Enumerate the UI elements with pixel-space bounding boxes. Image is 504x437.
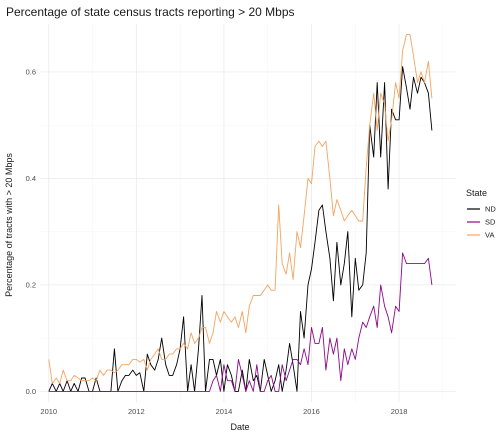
grid xyxy=(40,24,456,402)
x-tick-label: 2018 xyxy=(391,407,408,416)
series-line-nd xyxy=(48,66,433,392)
x-tick-label: 2012 xyxy=(128,407,145,416)
y-tick-label: 0.4 xyxy=(26,174,36,183)
series-line-sd xyxy=(48,252,433,392)
series-lines xyxy=(48,34,433,392)
x-axis-title: Date xyxy=(230,422,249,432)
y-tick-label: 0.6 xyxy=(26,67,36,76)
legend-title: State xyxy=(466,188,487,198)
y-tick-label: 0.0 xyxy=(26,387,36,396)
legend-label-nd: ND xyxy=(485,205,496,214)
y-tick-label: 0.2 xyxy=(26,280,36,289)
legend-label-sd: SD xyxy=(485,218,496,227)
x-tick-label: 2016 xyxy=(303,407,320,416)
legend: State ND SD VA xyxy=(466,188,496,240)
x-tick-label: 2014 xyxy=(216,407,233,416)
x-tick-label: 2010 xyxy=(40,407,57,416)
y-axis-title: Percentage of tracts with > 20 Mbps xyxy=(4,153,14,297)
legend-label-va: VA xyxy=(485,231,494,240)
series-line-va xyxy=(48,34,433,384)
chart-title: Percentage of state census tracts report… xyxy=(6,5,295,19)
axis-ticks: 2010 2012 2014 2016 2018 0.0 0.2 0.4 0.6 xyxy=(26,67,408,416)
